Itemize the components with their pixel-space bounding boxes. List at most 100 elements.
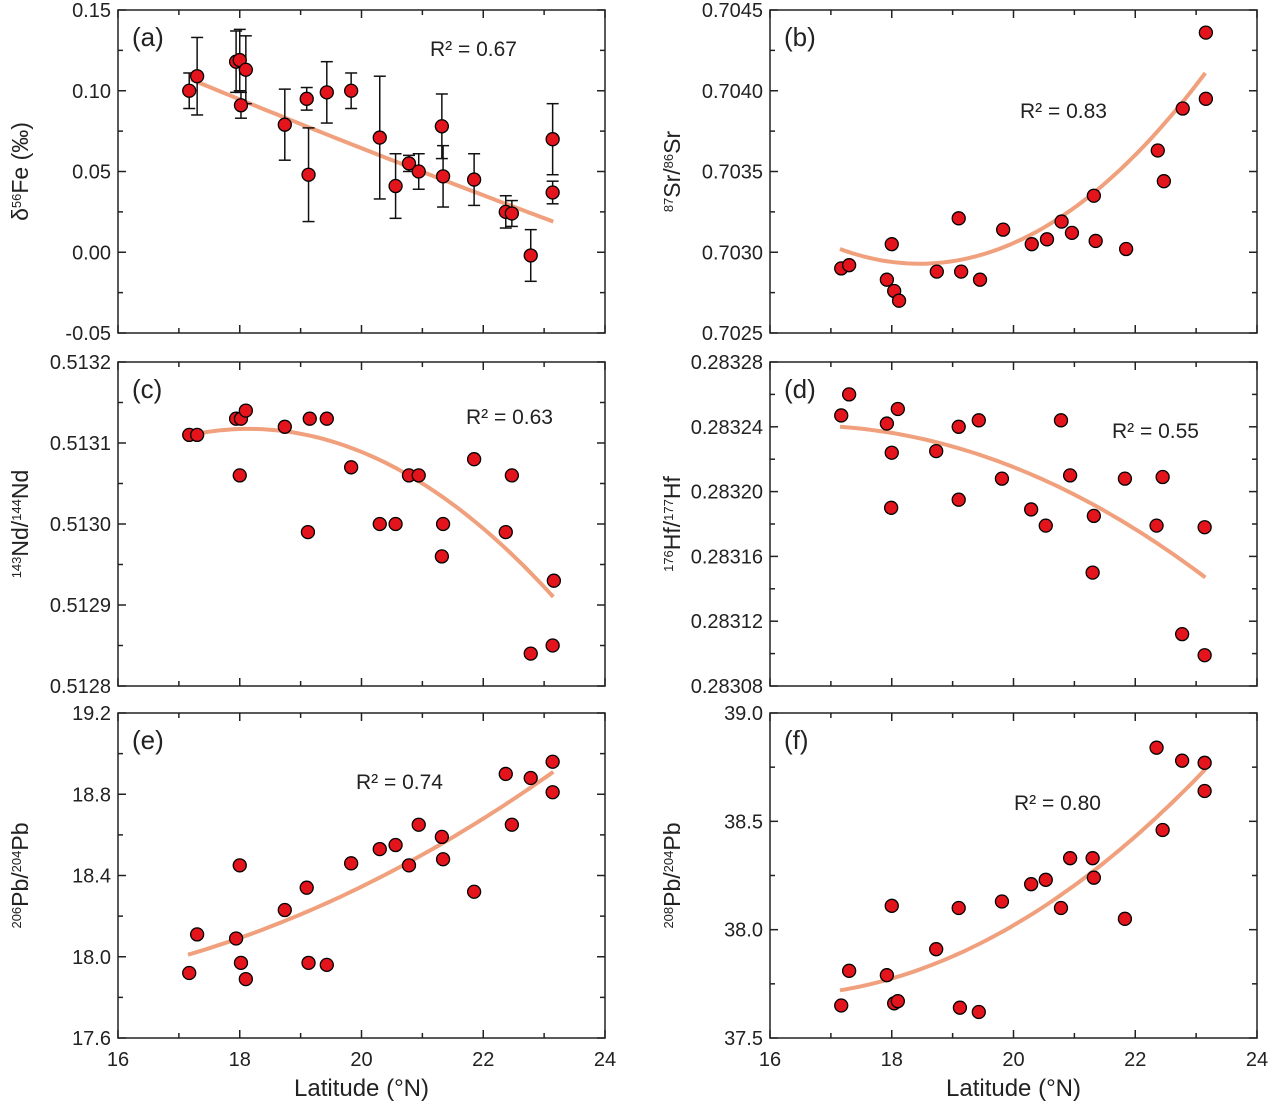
y-tick-label: 0.28316 xyxy=(691,546,763,568)
data-point xyxy=(972,272,988,287)
y-tick-label: 0.28320 xyxy=(691,482,763,504)
y-tick-label: 0.7025 xyxy=(702,323,763,345)
fit-curve xyxy=(839,424,1207,580)
y-tick-label: 0.05 xyxy=(72,162,111,184)
data-point xyxy=(434,119,450,134)
y-tick-label: 0.7040 xyxy=(702,81,763,103)
data-point xyxy=(388,837,403,853)
data-point xyxy=(1062,468,1078,483)
data-point xyxy=(1088,233,1103,249)
data-point xyxy=(319,85,334,100)
data-point xyxy=(344,83,359,98)
data-point xyxy=(238,403,253,418)
data-point xyxy=(232,858,247,873)
data-point xyxy=(952,1000,968,1015)
data-point xyxy=(929,942,944,957)
panel-label: (d) xyxy=(784,374,816,404)
x-tick-label: 24 xyxy=(1246,1049,1268,1071)
y-label-text: Sr xyxy=(659,130,685,153)
y-axis-label: δ56Fe (‰) xyxy=(7,122,33,221)
y-label-superscript: 176 xyxy=(661,550,676,572)
data-point xyxy=(1038,518,1053,533)
data-point xyxy=(929,264,944,279)
panel-label: (e) xyxy=(132,725,164,755)
y-label-superscript: 86 xyxy=(661,154,676,168)
r-squared-annotation: R² = 0.80 xyxy=(1014,792,1101,815)
data-point xyxy=(411,164,426,179)
data-point xyxy=(277,419,292,434)
x-tick-label: 20 xyxy=(1002,1049,1024,1071)
data-point xyxy=(891,293,907,308)
data-point xyxy=(1117,471,1133,486)
data-point xyxy=(504,468,520,483)
x-tick-label: 18 xyxy=(229,1049,251,1071)
data-point xyxy=(1086,188,1102,203)
panel-label: (b) xyxy=(784,22,816,52)
data-point xyxy=(299,880,314,895)
y-tick-label: 0.00 xyxy=(72,242,111,264)
data-point xyxy=(466,172,482,187)
data-point xyxy=(434,829,450,845)
data-point xyxy=(277,117,292,132)
y-tick-label: 0.15 xyxy=(72,0,111,22)
y-label-superscript: 208 xyxy=(661,907,676,929)
y-tick-label: 0.5132 xyxy=(50,352,111,374)
panel-b: 0.7025 0.7030 0.7035 0.7040 0.7045 87Sr/86Sr (… xyxy=(659,0,1258,345)
y-tick-label: 0.7030 xyxy=(702,242,763,264)
y-tick-label: 18.0 xyxy=(72,947,111,969)
fit-curve xyxy=(839,71,1207,266)
data-point xyxy=(233,98,249,113)
data-point xyxy=(498,766,513,782)
x-tick-label: 22 xyxy=(1124,1049,1146,1071)
y-label-superscript: 206 xyxy=(9,907,24,929)
y-label-text: Hf xyxy=(659,475,685,499)
data-point xyxy=(523,248,538,263)
data-point xyxy=(1039,232,1055,247)
r-squared-annotation: R² = 0.63 xyxy=(466,406,553,429)
y-label-superscript: 143 xyxy=(9,557,24,579)
data-point xyxy=(1155,822,1170,838)
panel-f: 16 18 20 22 24 Latitude (°N) 37.5 38.0 38.5 39.0 2… xyxy=(659,703,1268,1102)
data-point xyxy=(1085,851,1100,866)
y-label-superscript: 144 xyxy=(9,499,24,521)
y-tick-label: 0.5129 xyxy=(50,595,111,617)
data-point xyxy=(1086,508,1102,524)
data-point xyxy=(299,91,314,106)
fit-curve xyxy=(187,770,555,957)
data-point xyxy=(1064,225,1080,241)
data-point xyxy=(1149,518,1164,533)
data-point xyxy=(319,411,334,426)
data-point xyxy=(841,963,857,978)
y-label-text: Nd xyxy=(7,470,33,499)
data-point xyxy=(1118,241,1134,257)
data-point xyxy=(435,169,451,184)
data-point xyxy=(929,443,944,459)
data-point xyxy=(344,460,359,475)
data-point xyxy=(879,272,895,287)
data-point xyxy=(1053,900,1069,916)
y-tick-label: -0.05 xyxy=(65,323,111,345)
fit-curve xyxy=(839,767,1207,993)
data-point xyxy=(388,516,403,532)
data-point xyxy=(319,957,334,973)
data-point xyxy=(182,965,197,981)
y-tick-label: 0.5130 xyxy=(50,514,111,536)
data-point xyxy=(189,427,205,443)
data-point xyxy=(841,258,857,273)
y-label-text: Fe (‰) xyxy=(7,122,33,194)
y-tick-label: 18.4 xyxy=(72,866,111,888)
y-tick-label: 19.2 xyxy=(72,703,111,725)
data-point xyxy=(435,516,451,532)
data-point xyxy=(1156,174,1172,189)
x-tick-label: 22 xyxy=(472,1049,494,1071)
data-point xyxy=(1197,755,1212,770)
data-point xyxy=(1155,469,1170,485)
panel-e: 16 18 20 22 24 Latitude (°N) 17.6 18.0 18.4 18.8 1… xyxy=(7,703,616,1102)
y-tick-label: 0.7045 xyxy=(702,0,763,22)
y-tick-label: 39.0 xyxy=(724,703,763,725)
data-point xyxy=(1024,237,1039,252)
data-point xyxy=(466,884,482,899)
r-squared-annotation: R² = 0.55 xyxy=(1112,420,1199,443)
data-point xyxy=(884,237,899,252)
